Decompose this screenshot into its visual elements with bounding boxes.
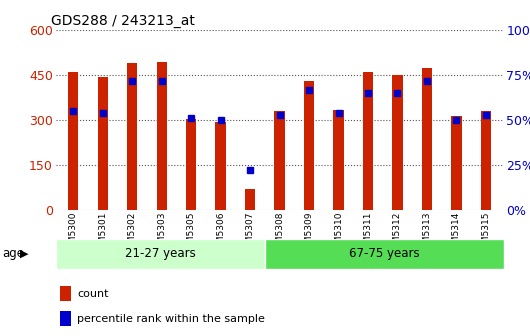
Text: ▶: ▶ xyxy=(20,249,29,259)
Bar xyxy=(68,72,78,210)
Bar xyxy=(245,189,255,210)
Bar xyxy=(451,116,462,210)
Text: percentile rank within the sample: percentile rank within the sample xyxy=(77,314,265,324)
Bar xyxy=(265,239,504,269)
Bar xyxy=(275,111,285,210)
Bar xyxy=(333,110,343,210)
Bar xyxy=(392,75,403,210)
Text: 67-75 years: 67-75 years xyxy=(349,247,419,260)
Bar xyxy=(363,72,373,210)
Text: GDS288 / 243213_at: GDS288 / 243213_at xyxy=(51,14,195,28)
Bar xyxy=(60,286,72,301)
Bar xyxy=(186,119,196,210)
Bar xyxy=(156,62,167,210)
Bar xyxy=(56,239,265,269)
Text: count: count xyxy=(77,289,109,299)
Text: age: age xyxy=(3,247,25,260)
Text: 21-27 years: 21-27 years xyxy=(125,247,196,260)
Bar xyxy=(216,122,226,210)
Bar xyxy=(60,311,72,326)
Bar xyxy=(422,68,432,210)
Bar xyxy=(304,81,314,210)
Bar xyxy=(481,111,491,210)
Bar xyxy=(127,63,137,210)
Bar xyxy=(98,77,108,210)
